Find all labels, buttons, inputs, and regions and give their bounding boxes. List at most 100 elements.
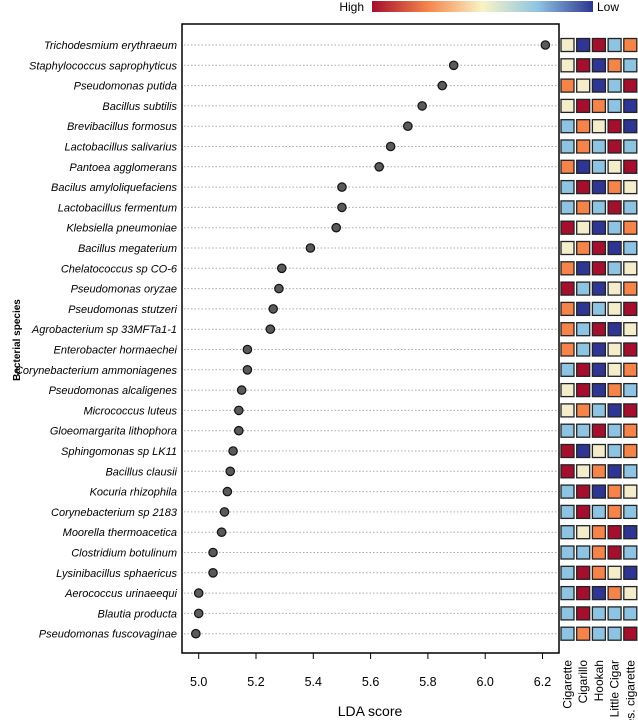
heatmap-cell xyxy=(560,585,575,601)
heatmap-cell xyxy=(607,403,622,418)
data-point xyxy=(265,324,276,334)
species-label: Sphingomonas sp LK11 xyxy=(61,446,177,458)
x-tick-label: 5.0 xyxy=(190,675,207,689)
heatmap-cell xyxy=(591,179,607,195)
heatmap-cell xyxy=(607,159,622,174)
data-point xyxy=(448,60,459,71)
heatmap-cell xyxy=(560,220,575,235)
heatmap-cell xyxy=(576,179,591,195)
species-label: Kocuria rhizophila xyxy=(90,487,177,499)
species-label: Bacillus subtilis xyxy=(102,101,177,113)
x-axis-ticks: 5.0 5.2 5.4 5.6 5.8 6.0 6.2 xyxy=(190,653,551,689)
heatmap-cell xyxy=(560,200,575,215)
heatmap-cell xyxy=(576,119,591,134)
heatmap-cell xyxy=(607,606,622,621)
heatmap-cell xyxy=(591,220,607,235)
data-point xyxy=(305,243,316,253)
data-point xyxy=(225,466,236,477)
heatmap-cell xyxy=(607,565,622,580)
heatmap-cell xyxy=(623,626,638,641)
species-label: Pseudomonas putida xyxy=(74,81,177,93)
x-tick-label: 6.0 xyxy=(477,675,494,689)
heatmap-cell xyxy=(576,159,591,174)
heatmap-cell xyxy=(607,322,622,337)
heatmap-cell xyxy=(607,525,622,540)
heatmap-cell xyxy=(576,261,591,276)
species-label: Klebsiella pneumoniae xyxy=(66,223,177,235)
heatmap-cell xyxy=(591,545,607,560)
heatmap-cell xyxy=(607,464,622,479)
heatmap-cell xyxy=(560,342,575,357)
species-label: Pantoea agglomerans xyxy=(69,162,177,174)
heatmap-cell xyxy=(576,525,591,540)
heatmap-cell xyxy=(591,159,607,174)
species-label: Bacilus amyloliquefaciens xyxy=(51,182,177,194)
species-label: Chelatococcus sp CO-6 xyxy=(61,263,178,275)
x-tick-label: 5.4 xyxy=(305,675,322,689)
heatmap-cell xyxy=(607,342,622,357)
plot-frame xyxy=(181,23,560,654)
heatmap-cell xyxy=(623,484,638,499)
heatmap-cell xyxy=(591,464,607,479)
data-point xyxy=(242,364,253,375)
heatmap-cell xyxy=(591,78,607,93)
species-label: Clostridium botulinum xyxy=(71,548,177,560)
heatmap-cell xyxy=(576,58,591,73)
species-label: Pseudomonas alcaligenes xyxy=(49,385,178,397)
x-tick-label: 5.8 xyxy=(419,675,436,689)
heatmap-cell xyxy=(576,423,591,438)
heatmap-cell xyxy=(576,585,591,601)
heatmap-cell xyxy=(591,484,607,499)
data-point xyxy=(234,425,244,436)
heatmap-cell xyxy=(576,281,591,296)
heatmap-cell xyxy=(560,139,575,154)
heatmap-cell xyxy=(576,98,591,114)
heatmap-cell xyxy=(560,261,575,276)
heatmap-cell xyxy=(607,362,622,377)
heatmap-cell xyxy=(623,342,638,357)
heatmap-cell xyxy=(560,37,575,53)
heatmap-cell xyxy=(607,443,622,459)
legend-low-label: Low xyxy=(597,0,619,14)
data-point xyxy=(193,608,204,619)
heatmap-cell xyxy=(576,606,591,621)
heatmap-cell xyxy=(560,58,575,73)
heatmap-cell xyxy=(591,382,607,398)
heatmap-cell xyxy=(591,98,607,114)
heatmap-cell xyxy=(623,403,638,418)
heatmap-cell xyxy=(560,119,575,134)
heatmap-cell xyxy=(607,281,622,296)
heatmap-cell xyxy=(560,484,575,499)
heatmap-cell xyxy=(607,37,622,53)
heatmap-cell xyxy=(560,626,575,641)
heatmap-cell xyxy=(576,484,591,499)
heatmap-cell xyxy=(560,464,575,479)
species-label: Bacillus clausii xyxy=(105,466,177,478)
heatmap-cell xyxy=(560,179,575,195)
x-axis-title: LDA score xyxy=(338,703,403,719)
heatmap-cell xyxy=(560,78,575,93)
data-point xyxy=(274,283,284,294)
heatmap-cell xyxy=(591,200,607,215)
heatmap-cell xyxy=(607,626,622,641)
heatmap-cell xyxy=(623,179,638,195)
heatmap-cell xyxy=(591,37,607,53)
heatmap-cell xyxy=(607,301,622,317)
heatmap-cell xyxy=(607,240,622,256)
heatmap-cell xyxy=(560,423,575,438)
data-point xyxy=(385,141,396,152)
heatmap-cell xyxy=(623,565,638,580)
data-point xyxy=(208,547,218,558)
data-point xyxy=(276,263,287,274)
data-point xyxy=(417,101,427,111)
grid-lines xyxy=(184,44,557,635)
data-point xyxy=(193,588,204,598)
species-label: Brevibacillus formosus xyxy=(67,121,178,133)
heatmap-cell xyxy=(623,159,638,174)
heatmap-cell xyxy=(623,200,638,215)
heatmap-cell xyxy=(607,200,622,215)
heatmap-cell xyxy=(623,423,638,438)
heatmap-cell xyxy=(607,78,622,93)
heatmap-cell xyxy=(576,220,591,235)
